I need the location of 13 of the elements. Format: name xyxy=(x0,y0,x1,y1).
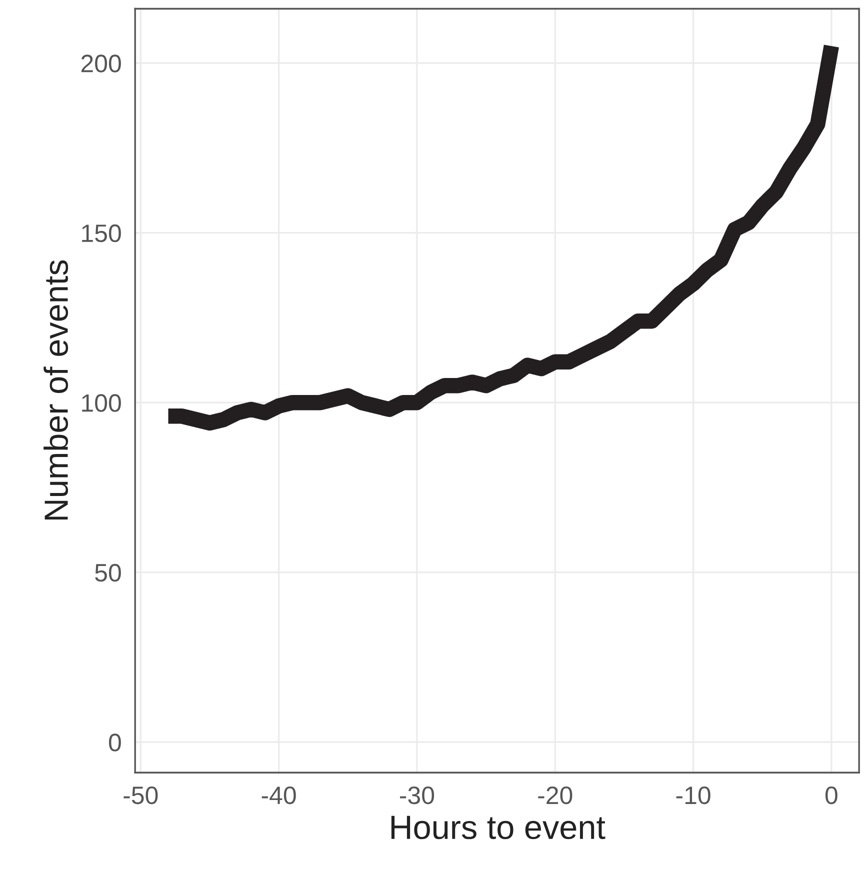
x-tick-label: -10 xyxy=(676,786,710,804)
x-axis-title: Hours to event xyxy=(391,816,606,840)
x-tick-label: -30 xyxy=(400,786,434,804)
x-tick-label: 0 xyxy=(825,786,838,804)
y-tick-label: 50 xyxy=(95,564,121,582)
x-tick-label: -20 xyxy=(538,786,572,804)
y-tick-label: 0 xyxy=(108,734,121,752)
x-tick-label: -40 xyxy=(262,786,296,804)
y-tick-label: 100 xyxy=(82,394,121,412)
x-tick-label: -50 xyxy=(124,786,158,804)
y-tick-label: 200 xyxy=(81,54,121,72)
y-axis-title: Number of events xyxy=(44,260,68,520)
y-tick-label: 150 xyxy=(82,224,121,242)
